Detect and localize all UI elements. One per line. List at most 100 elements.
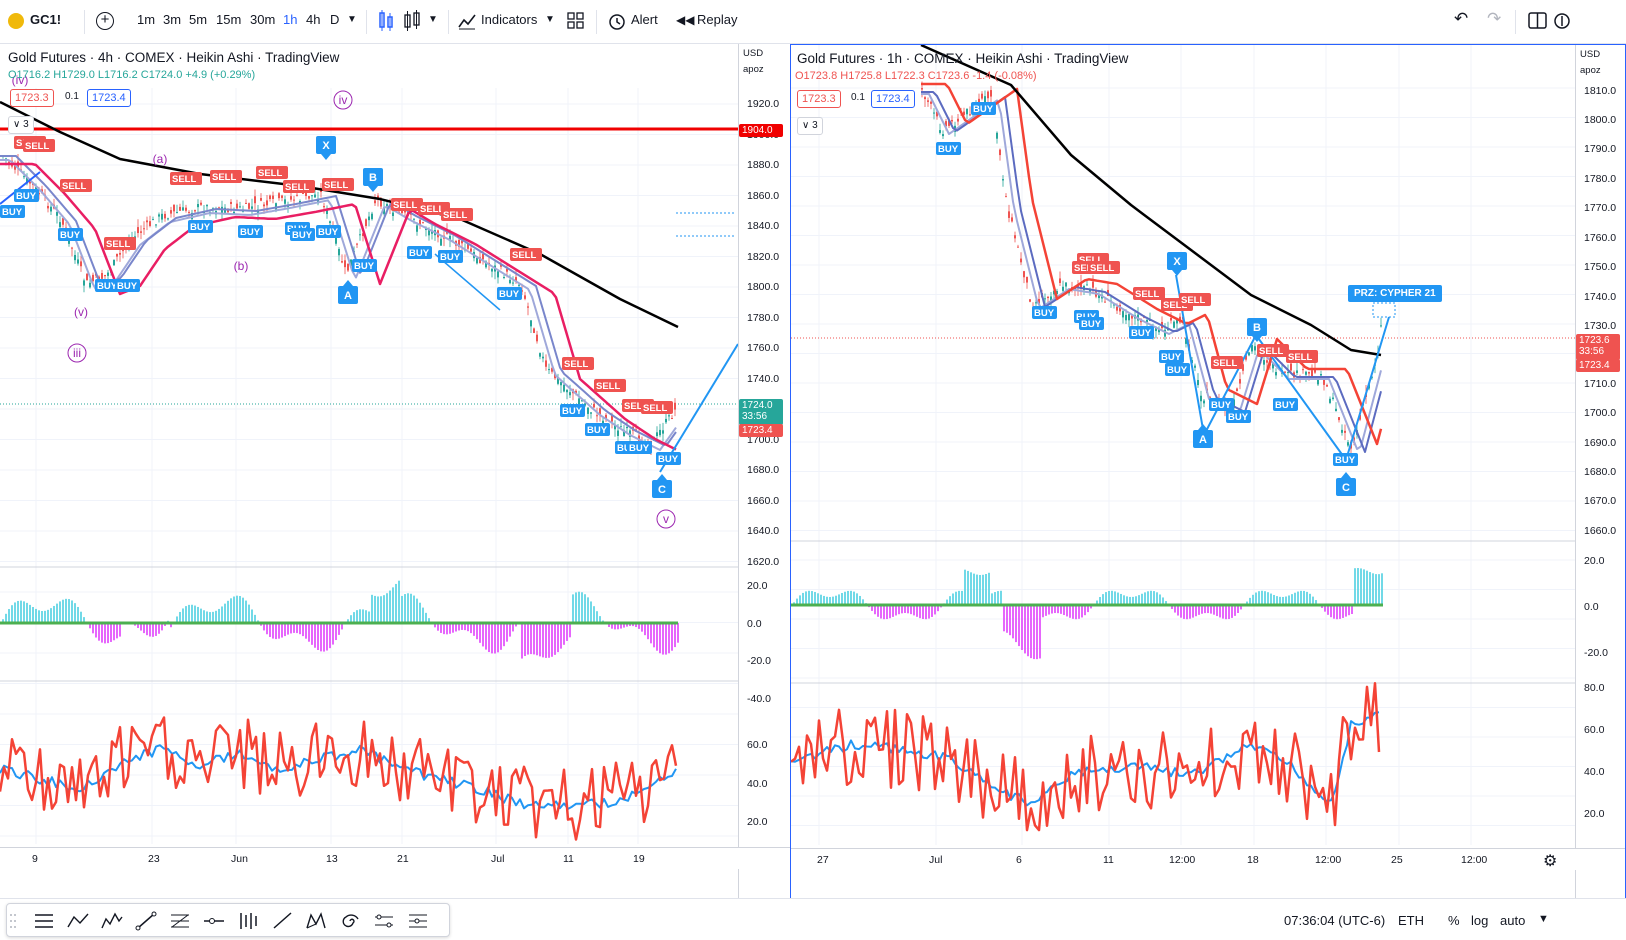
osc-bar — [281, 623, 283, 638]
left-time-axis[interactable]: 9 23 Jun 13 21 Jul 11 19 — [0, 847, 790, 869]
regression-channel-icon[interactable] — [407, 911, 429, 931]
left-buy-price-box[interactable]: 1723.4 — [87, 89, 131, 107]
osc-bar — [674, 623, 676, 648]
layout-icon[interactable] — [1528, 12, 1548, 30]
osc-bar — [1033, 605, 1035, 660]
right-collapse-button[interactable]: ∨ 3 — [797, 117, 823, 135]
chart-settings-gear-icon[interactable]: ⚙ — [1543, 853, 1558, 870]
menu-lines-icon[interactable] — [33, 911, 55, 931]
candle — [254, 196, 256, 204]
right-scale-mode[interactable]: apoz — [1580, 65, 1601, 76]
horizontal-ray-icon[interactable] — [203, 911, 225, 931]
undo-icon[interactable]: ↶ — [1454, 9, 1469, 28]
osc-bar — [572, 594, 574, 623]
candle — [1287, 372, 1289, 374]
left-scale-mode[interactable]: apoz — [743, 64, 764, 75]
redo-icon[interactable]: ↷ — [1487, 9, 1502, 28]
osc-bar — [653, 623, 655, 648]
right-sell-price-box[interactable]: 1723.3 — [797, 90, 841, 108]
interval-3m[interactable]: 3m — [163, 12, 182, 27]
interval-d[interactable]: D — [330, 12, 340, 27]
interval-30m[interactable]: 30m — [250, 12, 276, 27]
indicators-button[interactable]: Indicators — [481, 12, 538, 27]
indicators-icon[interactable] — [458, 12, 476, 30]
bars-style-icon[interactable] — [376, 9, 396, 33]
candle — [533, 328, 535, 333]
parallel-channel-icon[interactable] — [373, 911, 395, 931]
right-currency-label[interactable]: USD — [1580, 49, 1601, 60]
osc-bar — [847, 590, 849, 605]
osc-bar — [47, 609, 49, 623]
replay-rewind-icon[interactable]: ◀◀ — [676, 13, 695, 27]
auto-toggle[interactable]: auto — [1500, 913, 1526, 928]
fib-retracement-icon[interactable] — [169, 911, 191, 931]
right-chart-canvas[interactable]: BUYBUYBUYBUYBUYBUYBUYBUYBUYBUYBUYBUYSELL… — [791, 45, 1626, 899]
candle — [527, 306, 529, 308]
osc-bar — [212, 611, 214, 623]
candle — [158, 214, 160, 217]
percent-toggle[interactable]: % — [1448, 913, 1460, 928]
compare-add-icon[interactable]: + — [96, 12, 114, 30]
osc-bar — [77, 606, 79, 623]
osc-bar — [1090, 605, 1092, 609]
osc-bar — [29, 604, 31, 623]
more-chevron-icon[interactable]: ▼ — [1538, 913, 1549, 925]
point-a-text: A — [1199, 434, 1207, 446]
osc-bar — [392, 587, 394, 623]
osc-bar — [326, 623, 328, 651]
right-price-axis[interactable]: USD apoz 1810.0 1800.0 1790.0 1780.0 1770.0 1… — [1575, 45, 1625, 898]
chart-style-chevron-down-icon[interactable]: ▼ — [428, 14, 438, 25]
ray-line-icon[interactable] — [271, 911, 293, 931]
osc-bar — [1219, 605, 1221, 618]
right-time-axis[interactable]: 27 Jul 6 11 12:00 18 12:00 25 12:00 ⚙ — [791, 848, 1625, 870]
left-collapse-button[interactable]: ∨ 3 — [8, 116, 34, 134]
left-currency-label[interactable]: USD — [743, 48, 764, 59]
interval-1h[interactable]: 1h — [283, 12, 298, 27]
candle — [317, 199, 319, 204]
elliott-wave-icon[interactable] — [101, 911, 123, 931]
candle — [593, 403, 595, 408]
replay-button[interactable]: Replay — [697, 12, 738, 27]
left-price-axis[interactable]: USD apoz 1920.01900.01880.01860.01840.01… — [738, 44, 790, 899]
osc-bar — [515, 623, 517, 627]
osc-bar — [56, 603, 58, 623]
osc-bar — [1279, 596, 1281, 605]
sell-signal-tag — [1286, 350, 1318, 363]
spiral-icon[interactable] — [339, 911, 361, 931]
interval-15m[interactable]: 15m — [216, 12, 242, 27]
symbol-name[interactable]: GC1! — [30, 12, 62, 27]
left-chart-pane[interactable]: BUY BUY BUY BUY BUY BUY BUY BUY BUY BUY BUY BUY BUY B… — [0, 44, 790, 899]
indicators-chevron-down-icon[interactable]: ▼ — [545, 14, 555, 25]
sync-icon[interactable] — [1553, 12, 1571, 30]
point-x-box — [1167, 252, 1187, 270]
right-buy-price-box[interactable]: 1723.4 — [871, 90, 915, 108]
osc-bar — [832, 596, 834, 605]
xabcd-pattern-icon[interactable] — [305, 911, 327, 931]
alert-button[interactable]: Alert — [631, 12, 658, 27]
clock-time[interactable]: 07:36:04 (UTC-6) — [1284, 913, 1386, 928]
interval-chevron-down-icon[interactable]: ▼ — [347, 14, 357, 25]
sell-signal-label: SELL — [443, 210, 467, 221]
session-toggle[interactable]: ETH — [1398, 913, 1424, 928]
right-ohlc-low: L1722.3 — [884, 70, 925, 82]
right-chart-pane[interactable]: BUYBUYBUYBUYBUYBUYBUYBUYBUYBUYBUYBUYSELL… — [790, 44, 1626, 899]
osc-bar — [647, 623, 649, 640]
osc-bar — [641, 623, 643, 632]
osc-bar — [919, 605, 921, 619]
bars-pattern-icon[interactable] — [237, 911, 259, 931]
abcd-pattern-icon[interactable] — [67, 911, 89, 931]
candles-style-icon[interactable] — [402, 9, 422, 33]
log-toggle[interactable]: log — [1471, 913, 1489, 928]
templates-grid-icon[interactable] — [567, 12, 585, 30]
osc-bar — [826, 596, 828, 605]
trend-line-icon[interactable] — [135, 911, 157, 931]
alert-clock-icon[interactable] — [608, 12, 626, 30]
interval-4h[interactable]: 4h — [306, 12, 321, 27]
interval-5m[interactable]: 5m — [189, 12, 208, 27]
candle — [383, 207, 385, 214]
osc-bar — [958, 590, 960, 605]
drag-handle-icon[interactable] — [9, 911, 17, 931]
interval-1m[interactable]: 1m — [137, 12, 156, 27]
left-sell-price-box[interactable]: 1723.3 — [10, 89, 54, 107]
